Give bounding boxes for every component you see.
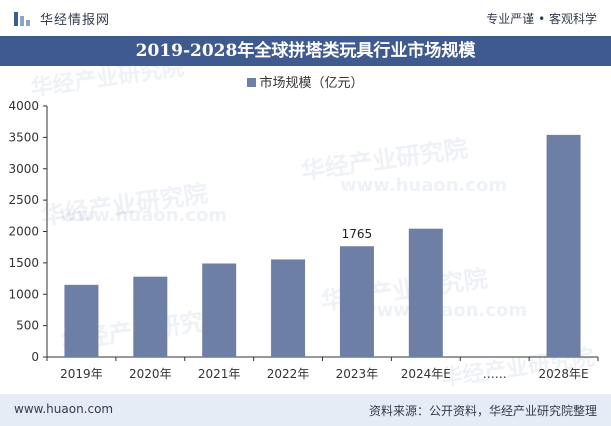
bar — [133, 276, 168, 357]
bar — [339, 246, 374, 357]
brand-logo-icon — [14, 11, 32, 26]
y-tick-label: 3000 — [8, 162, 39, 176]
brand: 华经情报网 — [14, 9, 110, 28]
x-tick-label: 2028年E — [539, 367, 589, 381]
x-tick-label: …… — [483, 367, 507, 381]
footer-bar: www.huaon.com 资料来源：公开资料，华经产业研究院整理 — [0, 394, 611, 426]
chart-title-bar: 2019-2028年全球拼塔类玩具行业市场规模 — [0, 36, 611, 66]
y-tick-label: 1000 — [8, 287, 39, 301]
x-tick-label: 2019年 — [60, 367, 103, 381]
footer-source: 资料来源：公开资料，华经产业研究院整理 — [368, 404, 597, 418]
bar-data-label: 1765 — [342, 227, 373, 241]
y-tick-label: 2500 — [8, 193, 39, 207]
y-tick-label: 3500 — [8, 130, 39, 144]
y-tick-label: 4000 — [8, 99, 39, 113]
chart-title: 2019-2028年全球拼塔类玩具行业市场规模 — [135, 41, 476, 61]
x-tick-label: 2021年 — [198, 367, 241, 381]
footer-site: www.huaon.com — [14, 402, 114, 416]
y-tick-label: 2000 — [8, 225, 39, 239]
slogan: 专业严谨 • 客观科学 — [486, 12, 597, 26]
bar — [271, 259, 306, 357]
watermark-url: www.huaon.com — [60, 205, 228, 226]
bar — [408, 228, 443, 357]
legend-swatch — [247, 78, 257, 87]
bar — [546, 134, 581, 357]
y-tick-label: 500 — [16, 319, 39, 333]
y-tick-label: 1500 — [8, 256, 39, 270]
watermark-url: www.huaon.com — [360, 300, 528, 321]
legend-label: 市场规模（亿元） — [259, 76, 364, 91]
bar — [64, 284, 99, 357]
top-bar: 华经情报网 专业严谨 • 客观科学 — [0, 0, 611, 36]
bar — [202, 263, 237, 357]
brand-name: 华经情报网 — [40, 13, 111, 28]
chart-legend: 市场规模（亿元） — [0, 72, 611, 91]
x-tick-label: 2020年 — [129, 367, 172, 381]
y-tick-label: 0 — [31, 350, 39, 364]
watermark-url: www.huaon.com — [340, 175, 508, 196]
x-tick-label: 2023年 — [336, 367, 379, 381]
x-tick-label: 2022年 — [267, 367, 310, 381]
x-tick-label: 2024年E — [401, 367, 451, 381]
